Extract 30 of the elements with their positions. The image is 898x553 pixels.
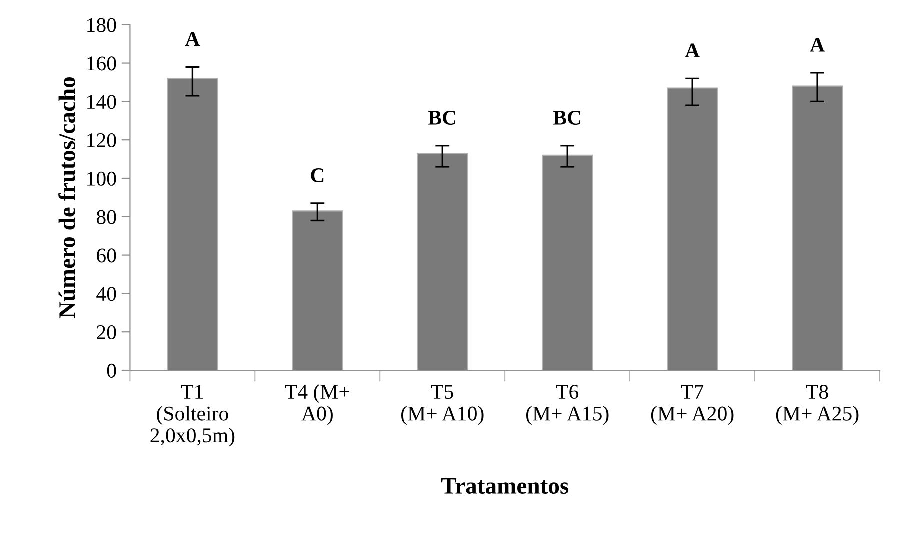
annotation: BC xyxy=(428,110,456,125)
bar xyxy=(542,154,594,371)
y-tick-label: 20 xyxy=(97,325,116,340)
bar xyxy=(417,152,468,371)
y-tick-label: 140 xyxy=(88,95,116,110)
annotation: A xyxy=(810,38,825,52)
bar xyxy=(167,78,218,371)
y-tick-label: 100 xyxy=(88,172,116,186)
y-tick-label: 80 xyxy=(96,210,116,224)
y-tick-label: 160 xyxy=(88,56,116,71)
y-tick-label: 0 xyxy=(107,364,116,378)
bar xyxy=(792,86,844,371)
bar xyxy=(667,88,718,371)
annotation: A xyxy=(685,44,700,58)
bar xyxy=(292,210,344,371)
x-tick-label: T1 (Solteiro 2,0x0,5m) xyxy=(150,385,235,447)
x-axis-title: Tratamentos xyxy=(441,478,569,494)
x-tick-label: T5 (M+ A10) xyxy=(402,385,484,426)
x-tick-label: T4 (M+ A0) xyxy=(285,384,350,426)
y-tick-label: 180 xyxy=(88,18,116,32)
x-tick-label: T6 (M+ A15) xyxy=(526,385,609,426)
y-tick-label: 40 xyxy=(96,287,116,302)
x-tick-label: T7 (M+ A20) xyxy=(651,385,734,426)
annotation: BC xyxy=(553,110,580,125)
annotation: C xyxy=(311,168,324,183)
y-axis-title: Número de frutos/cacho xyxy=(58,77,76,318)
annotation: A xyxy=(185,32,200,46)
x-tick-label: T8 (M+ A25) xyxy=(776,385,859,426)
y-tick-label: 120 xyxy=(88,133,116,148)
y-tick-label: 60 xyxy=(97,248,116,263)
